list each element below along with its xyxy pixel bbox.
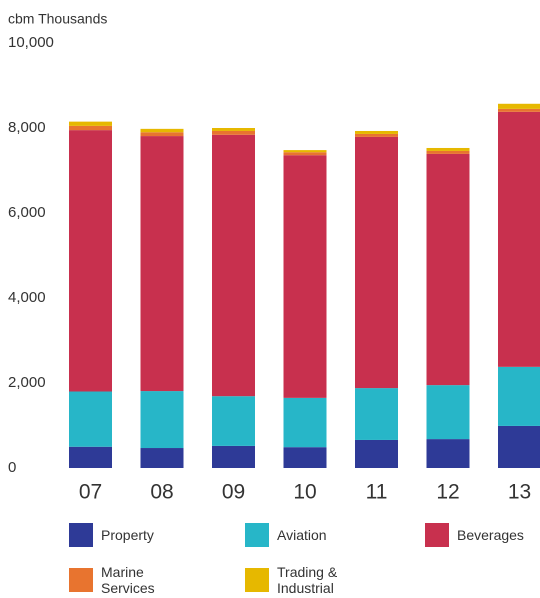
bar-segment — [283, 155, 327, 398]
chart-title: cbm Thousands — [8, 11, 107, 27]
y-tick-label: 8,000 — [8, 119, 46, 136]
bar-segment — [355, 136, 398, 389]
bar-segment — [498, 366, 540, 426]
x-tick-label: 09 — [222, 481, 245, 504]
legend-label: Beverages — [457, 527, 524, 543]
legend-label: Marine Services — [101, 564, 155, 596]
x-tick-label: 08 — [150, 481, 173, 504]
bar-segment — [212, 396, 255, 446]
legend-item: Aviation — [245, 523, 327, 547]
legend-label: Aviation — [277, 527, 327, 543]
x-tick-label: 13 — [508, 481, 531, 504]
legend-item: Property — [69, 523, 154, 547]
bar-segment — [498, 425, 540, 468]
bar-segment — [69, 446, 112, 468]
bar-segment — [69, 125, 112, 131]
x-tick-label: 12 — [436, 481, 459, 504]
y-tick-label: 0 — [8, 459, 16, 476]
bar-segment — [498, 108, 540, 112]
bar-segment — [140, 132, 184, 137]
legend-label: Trading & Industrial — [277, 564, 338, 596]
legend-swatch — [69, 523, 93, 547]
bar-segment — [69, 130, 112, 392]
bar-segment — [140, 448, 184, 468]
x-tick-label: 10 — [293, 481, 316, 504]
legend-swatch — [245, 568, 269, 592]
bar-segment — [283, 150, 327, 153]
legend-item: Trading & Industrial — [245, 564, 377, 596]
bar-segment — [426, 150, 470, 154]
legend-item: Beverages — [425, 523, 524, 547]
bar-segment — [140, 136, 184, 392]
bar-segment — [498, 103, 540, 109]
bar-segment — [355, 439, 398, 468]
bar-segment — [283, 152, 327, 156]
legend-label: Property — [101, 527, 154, 543]
y-tick-label: 10,000 — [8, 34, 54, 51]
bar-segment — [283, 447, 327, 468]
bar-segment — [426, 147, 470, 151]
bar-segment — [426, 153, 470, 386]
y-tick-label: 4,000 — [8, 289, 46, 306]
y-tick-label: 2,000 — [8, 374, 46, 391]
x-tick-label: 07 — [79, 481, 102, 504]
bar-segment — [69, 121, 112, 126]
bar-segment — [283, 397, 327, 448]
bar-segment — [140, 391, 184, 449]
bar-segment — [498, 111, 540, 367]
bar-segment — [140, 128, 184, 133]
bar-segment — [355, 130, 398, 134]
bar-segment — [426, 439, 470, 468]
bar-segment — [212, 130, 255, 135]
bar-segment — [212, 128, 255, 131]
x-tick-label: 11 — [366, 481, 388, 504]
chart: cbm Thousands 0 2,000 4,000 6,000 8,000 10,00… — [8, 11, 540, 504]
bar-segment — [69, 391, 112, 447]
bar-segment — [426, 385, 470, 440]
bar-segment — [212, 134, 255, 397]
bar-segment — [355, 388, 398, 440]
legend-item: Marine Services — [69, 564, 201, 596]
bar-segment — [355, 133, 398, 137]
legend-swatch — [425, 523, 449, 547]
legend-swatch — [245, 523, 269, 547]
legend-swatch — [69, 568, 93, 592]
y-tick-label: 6,000 — [8, 204, 46, 221]
bar-segment — [212, 445, 255, 468]
